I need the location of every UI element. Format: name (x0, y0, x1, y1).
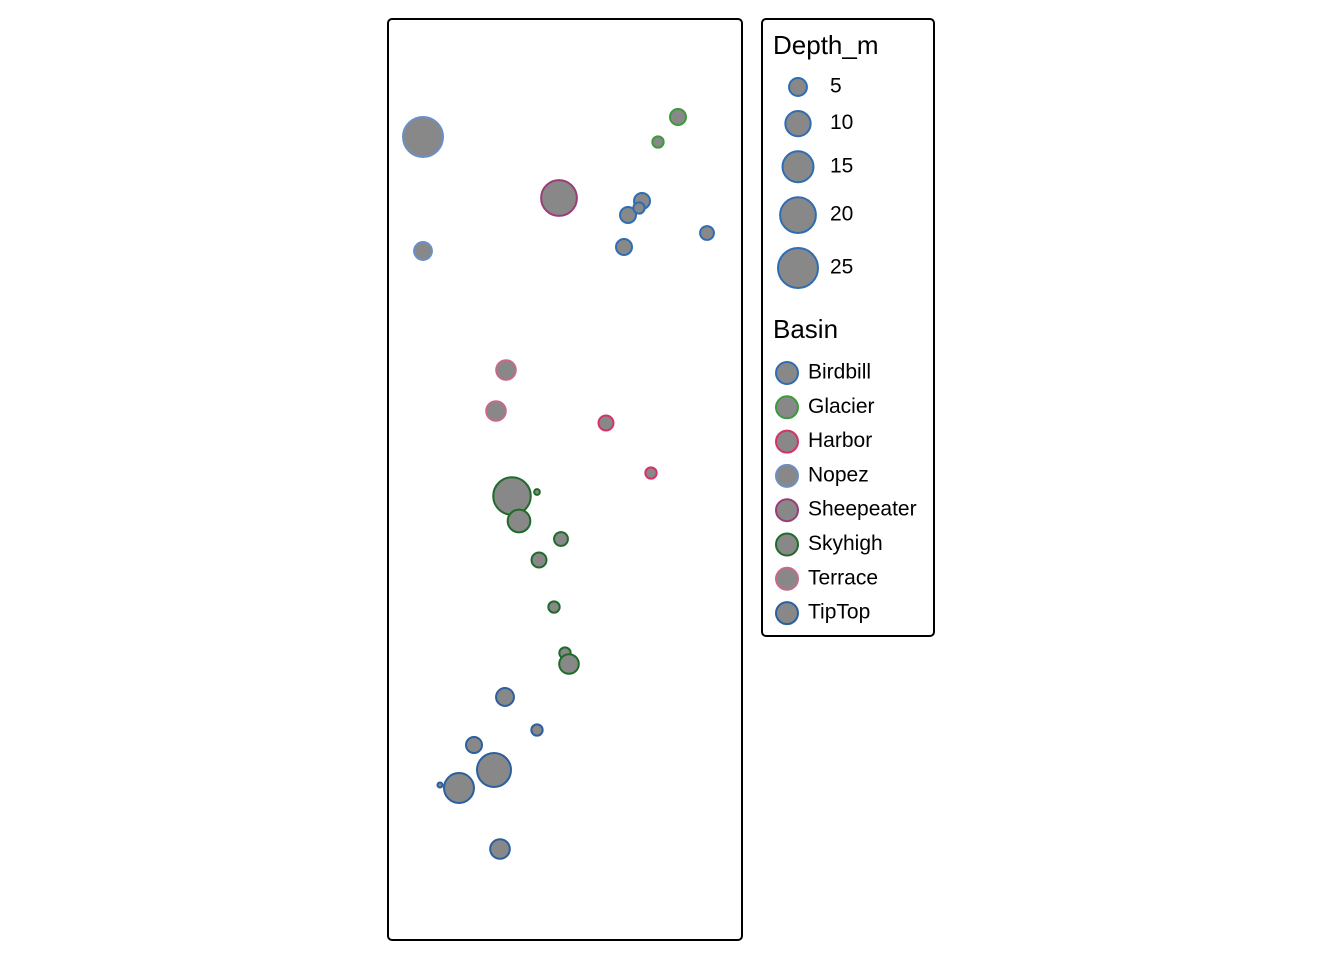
lake-bubble (540, 179, 578, 217)
lake-bubble (436, 781, 444, 789)
size-legend-title: Depth_m (773, 30, 879, 60)
size-legend-key (788, 77, 808, 97)
lake-bubble (492, 476, 532, 516)
color-legend-key (775, 463, 799, 488)
lake-bubble (533, 488, 541, 496)
lake-bubble (597, 414, 615, 432)
color-legend-label: Birdbill (808, 361, 871, 384)
size-legend-label: 20 (830, 203, 853, 226)
size-legend-label: 15 (830, 154, 853, 177)
lake-bubble (615, 238, 633, 256)
lake-bubble (485, 400, 507, 422)
color-legend-label: Glacier (808, 395, 875, 418)
color-legend-key (775, 395, 799, 420)
color-legend-key (775, 601, 799, 626)
size-legend-label: 10 (830, 111, 853, 134)
lake-bubble (495, 359, 517, 381)
size-legend-label: 5 (830, 75, 842, 98)
color-legend-label: TipTop (808, 601, 870, 624)
size-legend-label: 25 (830, 256, 853, 279)
lake-bubble (558, 653, 580, 675)
lake-bubble (506, 508, 532, 534)
color-legend-label: Skyhigh (808, 532, 883, 555)
lake-bubble (619, 206, 637, 224)
lake-bubble (495, 687, 515, 707)
lake-bubble (651, 135, 665, 149)
color-legend-key (775, 532, 799, 557)
lake-bubble (530, 723, 544, 737)
lake-bubble (553, 531, 569, 547)
lake-bubble (476, 752, 512, 788)
size-legend-key (784, 109, 812, 138)
map-frame (387, 18, 743, 941)
size-legend-key (777, 247, 819, 290)
lake-bubble (443, 772, 475, 804)
color-legend-title: Basin (773, 314, 838, 344)
lake-bubble (669, 108, 687, 126)
size-legend-key (779, 196, 817, 235)
lake-bubble (699, 225, 715, 241)
lake-bubble (465, 736, 483, 754)
lake-bubble (402, 116, 444, 158)
lake-bubble (530, 551, 548, 569)
lake-bubble (489, 838, 511, 860)
color-legend-label: Harbor (808, 429, 872, 452)
color-legend-key (775, 498, 799, 523)
lake-bubble (632, 201, 646, 215)
color-legend-key (775, 429, 799, 454)
size-legend-key (781, 150, 815, 184)
color-legend-label: Terrace (808, 566, 878, 589)
color-legend-label: Sheepeater (808, 498, 917, 521)
color-legend-key (775, 361, 799, 385)
color-legend-key (775, 566, 799, 591)
lake-bubble (644, 466, 658, 480)
lake-bubble (413, 241, 433, 261)
lake-bubble (547, 600, 561, 614)
color-legend-label: Nopez (808, 463, 869, 486)
